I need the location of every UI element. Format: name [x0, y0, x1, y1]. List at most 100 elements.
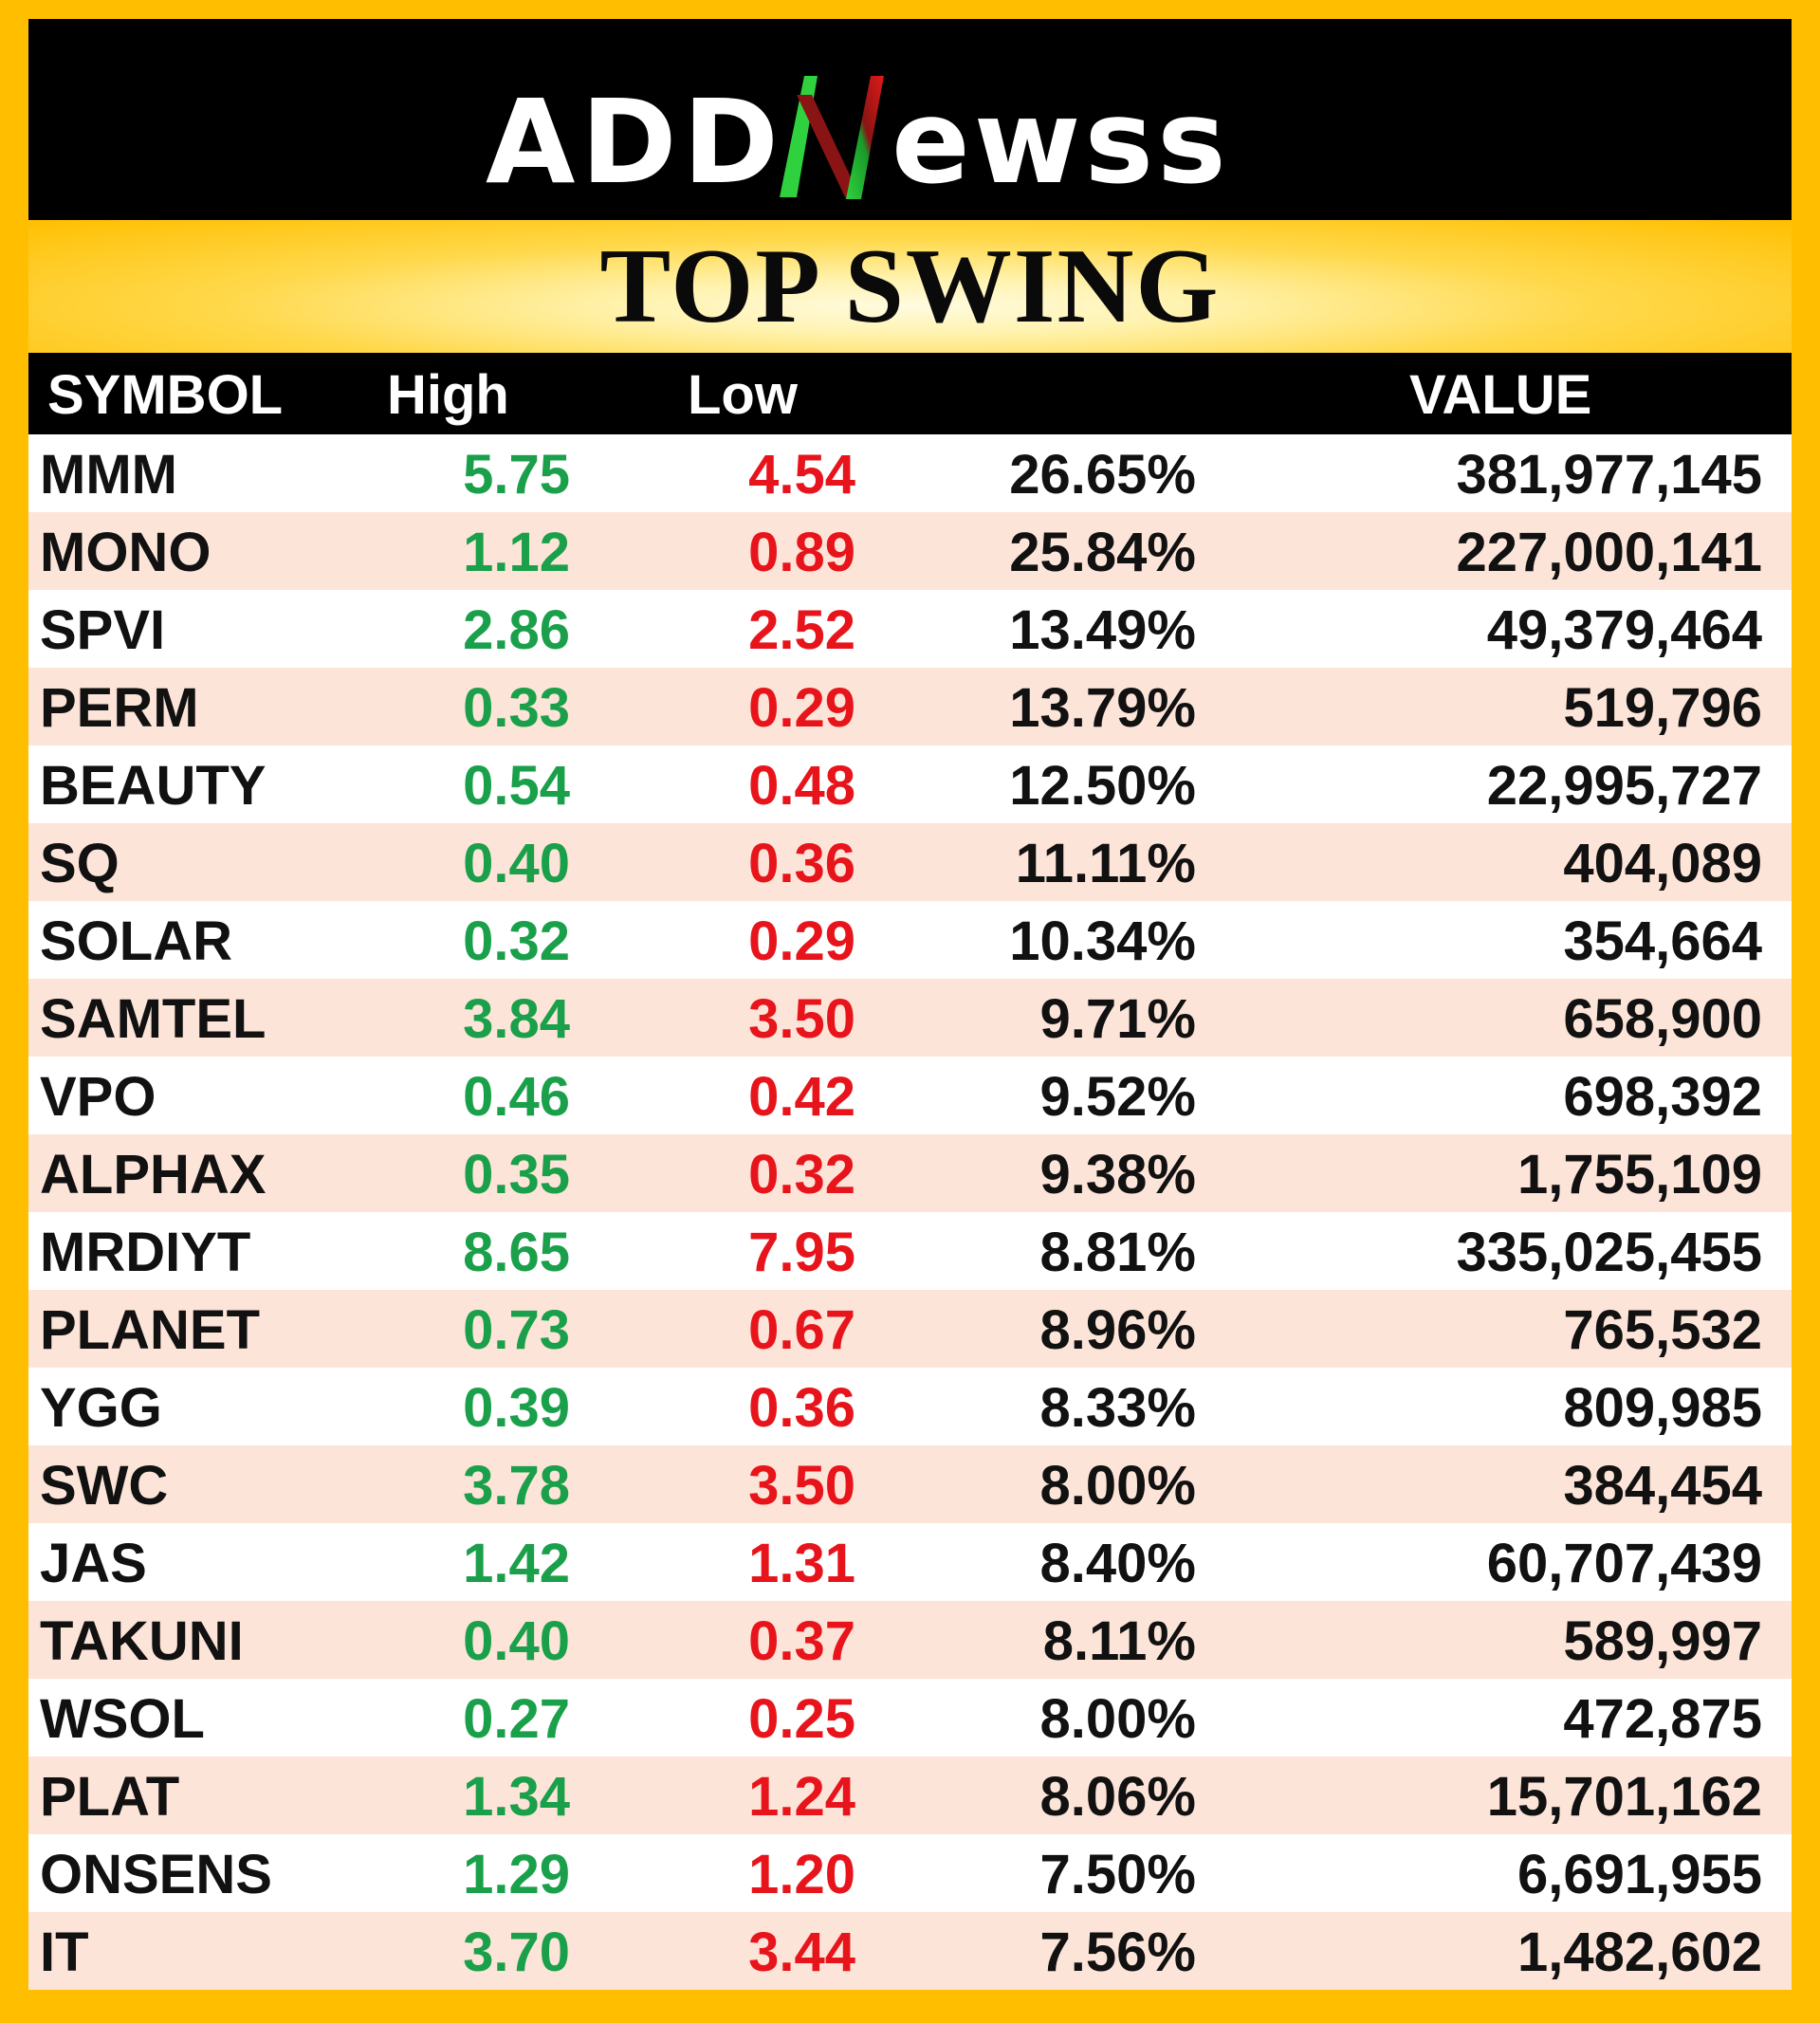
cell-value: 335,025,455 [1456, 1222, 1762, 1283]
cell-pct: 8.40% [1039, 1533, 1196, 1594]
cell-low: 0.36 [748, 1377, 855, 1439]
cell-symbol: SOLAR [40, 910, 232, 972]
cell-high: 1.34 [463, 1766, 570, 1828]
table-row: PLANET 0.73 0.67 8.96% 765,532 [28, 1290, 1792, 1368]
cell-symbol: ONSENS [40, 1844, 272, 1905]
cell-high: 0.73 [463, 1299, 570, 1361]
cell-low: 0.48 [748, 755, 855, 817]
cell-symbol: MRDIYT [40, 1222, 251, 1283]
cell-symbol: PLANET [40, 1299, 260, 1361]
cell-value: 22,995,727 [1486, 755, 1762, 817]
cell-value: 6,691,955 [1517, 1844, 1762, 1905]
header-value: VALUE [1409, 364, 1592, 426]
cell-high: 0.33 [463, 677, 570, 739]
title-band: TOP SWING [28, 220, 1792, 353]
table-row: MMM 5.75 4.54 26.65% 381,977,145 [28, 434, 1792, 512]
cell-symbol: SQ [40, 833, 119, 894]
table-row: SAMTEL 3.84 3.50 9.71% 658,900 [28, 979, 1792, 1057]
cell-high: 3.78 [463, 1455, 570, 1517]
header-symbol: SYMBOL [47, 364, 284, 426]
table-row: ALPHAX 0.35 0.32 9.38% 1,755,109 [28, 1134, 1792, 1212]
table-row: VPO 0.46 0.42 9.52% 698,392 [28, 1057, 1792, 1134]
cell-low: 0.42 [748, 1066, 855, 1128]
cell-low: 0.29 [748, 677, 855, 739]
cell-pct: 13.79% [1009, 677, 1196, 739]
cell-pct: 7.50% [1039, 1844, 1196, 1905]
cell-pct: 8.33% [1039, 1377, 1196, 1439]
cell-high: 8.65 [463, 1222, 570, 1283]
cell-low: 0.36 [748, 833, 855, 894]
cell-pct: 8.96% [1039, 1299, 1196, 1361]
cell-symbol: VPO [40, 1066, 156, 1128]
cell-value: 227,000,141 [1456, 522, 1762, 583]
cell-high: 0.32 [463, 910, 570, 972]
cell-high: 3.84 [463, 988, 570, 1050]
table-row: MRDIYT 8.65 7.95 8.81% 335,025,455 [28, 1212, 1792, 1290]
cell-high: 5.75 [463, 444, 570, 506]
table-row: SQ 0.40 0.36 11.11% 404,089 [28, 823, 1792, 901]
cell-value: 384,454 [1563, 1455, 1762, 1517]
cell-symbol: WSOL [40, 1688, 205, 1750]
cell-symbol: PLAT [40, 1766, 180, 1828]
cell-pct: 9.52% [1039, 1066, 1196, 1128]
cell-low: 3.44 [748, 1922, 855, 1983]
cell-pct: 25.84% [1009, 522, 1196, 583]
cell-low: 1.20 [748, 1844, 855, 1905]
cell-low: 4.54 [748, 444, 855, 506]
cell-value: 49,379,464 [1486, 599, 1762, 661]
cell-low: 0.25 [748, 1688, 855, 1750]
cell-high: 3.70 [463, 1922, 570, 1983]
cell-low: 3.50 [748, 1455, 855, 1517]
cell-pct: 8.00% [1039, 1688, 1196, 1750]
table-body: MMM 5.75 4.54 26.65% 381,977,145 MONO 1.12 0.8… [28, 434, 1792, 1990]
cell-high: 0.27 [463, 1688, 570, 1750]
cell-value: 1,755,109 [1517, 1144, 1762, 1205]
logo-text-right: ewss [892, 75, 1230, 210]
cell-low: 0.89 [748, 522, 855, 583]
cell-high: 1.29 [463, 1844, 570, 1905]
cell-high: 2.86 [463, 599, 570, 661]
table-row: SOLAR 0.32 0.29 10.34% 354,664 [28, 901, 1792, 979]
cell-pct: 8.06% [1039, 1766, 1196, 1828]
cell-pct: 9.71% [1039, 988, 1196, 1050]
table-row: WSOL 0.27 0.25 8.00% 472,875 [28, 1679, 1792, 1756]
cell-pct: 8.00% [1039, 1455, 1196, 1517]
cell-symbol: SWC [40, 1455, 169, 1517]
cell-pct: 11.11% [1015, 833, 1196, 894]
cell-pct: 13.49% [1009, 599, 1196, 661]
cell-value: 381,977,145 [1456, 444, 1762, 506]
cell-value: 1,482,602 [1517, 1922, 1762, 1983]
page-title: TOP SWING [599, 228, 1221, 345]
cell-high: 0.54 [463, 755, 570, 817]
table-row: BEAUTY 0.54 0.48 12.50% 22,995,727 [28, 745, 1792, 823]
header-high: High [387, 364, 509, 426]
table-row: JAS 1.42 1.31 8.40% 60,707,439 [28, 1523, 1792, 1601]
table-row: YGG 0.39 0.36 8.33% 809,985 [28, 1368, 1792, 1445]
cell-value: 809,985 [1563, 1377, 1762, 1439]
cell-pct: 12.50% [1009, 755, 1196, 817]
cell-value: 15,701,162 [1486, 1766, 1762, 1828]
cell-value: 658,900 [1563, 988, 1762, 1050]
cell-low: 0.29 [748, 910, 855, 972]
cell-low: 0.32 [748, 1144, 855, 1205]
cell-symbol: JAS [40, 1533, 147, 1594]
cell-pct: 26.65% [1009, 444, 1196, 506]
table-row: TAKUNI 0.40 0.37 8.11% 589,997 [28, 1601, 1792, 1679]
table-row: ONSENS 1.29 1.20 7.50% 6,691,955 [28, 1834, 1792, 1912]
table-header: SYMBOL High Low VALUE [28, 353, 1792, 434]
cell-symbol: ALPHAX [40, 1144, 267, 1205]
cell-pct: 10.34% [1009, 910, 1196, 972]
cell-symbol: YGG [40, 1377, 162, 1439]
cell-value: 765,532 [1563, 1299, 1762, 1361]
cell-low: 1.24 [748, 1766, 855, 1828]
table-row: SWC 3.78 3.50 8.00% 384,454 [28, 1445, 1792, 1523]
brand-banner: ADD ewss [28, 19, 1792, 220]
cell-pct: 8.81% [1039, 1222, 1196, 1283]
header-low: Low [688, 364, 798, 426]
cell-pct: 7.56% [1039, 1922, 1196, 1983]
cell-symbol: MONO [40, 522, 211, 583]
cell-symbol: SAMTEL [40, 988, 267, 1050]
table-row: MONO 1.12 0.89 25.84% 227,000,141 [28, 512, 1792, 590]
cell-symbol: BEAUTY [40, 755, 267, 817]
